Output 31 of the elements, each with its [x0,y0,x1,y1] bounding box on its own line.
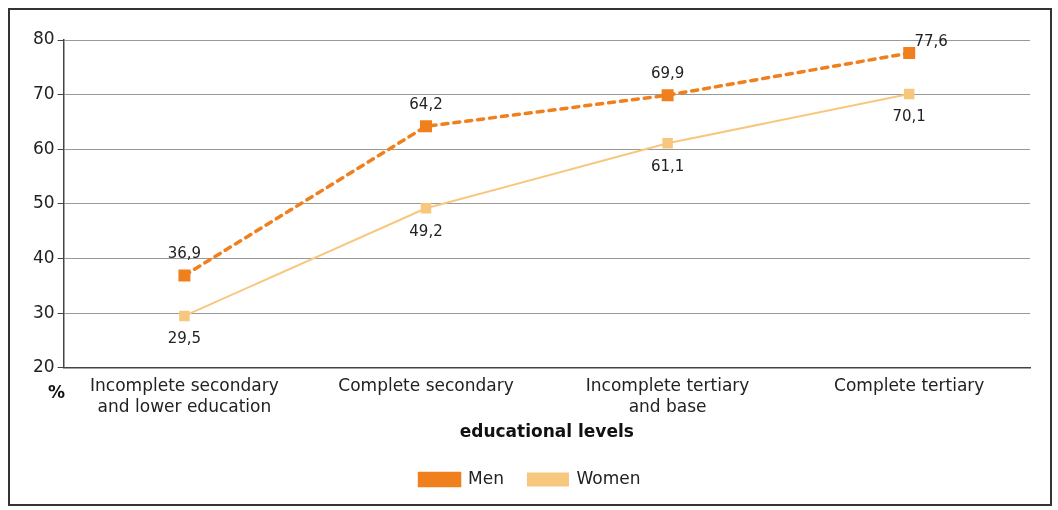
data-label: 61,1 [650,156,685,175]
point [420,120,433,133]
x-axis-title: educational levels [459,421,634,442]
y-tick-label: 40 [32,246,55,267]
point [178,269,191,282]
x-tick-label: Incomplete secondary and lower education [90,375,279,416]
data-label: 77,6 [914,31,948,50]
y-tick-label: 20 [32,356,55,377]
x-tick-label: Complete tertiary [834,375,985,396]
legend-label: Women [576,467,641,488]
y-axis-title: % [48,382,66,402]
y-tick-label: 80 [32,28,55,49]
point [420,203,432,214]
data-label: 49,2 [409,221,443,240]
data-label: 64,2 [409,94,443,113]
point [661,89,674,102]
data-label: 36,9 [167,243,202,262]
point [903,88,915,100]
point [662,138,673,149]
data-label: 29,5 [167,329,202,348]
y-tick-label: 50 [32,192,55,213]
point [903,47,916,60]
x-tick-label: Complete secondary [338,375,514,396]
point [179,310,190,322]
y-tick-label: 60 [32,137,55,158]
x-tick-label: Incomplete tertiary and base [585,375,750,416]
y-tick-label: 30 [32,301,55,322]
data-label: 70,1 [892,107,926,126]
legend-label: Men [468,467,504,488]
y-tick-label: 70 [32,83,55,104]
data-label: 69,9 [650,63,685,82]
